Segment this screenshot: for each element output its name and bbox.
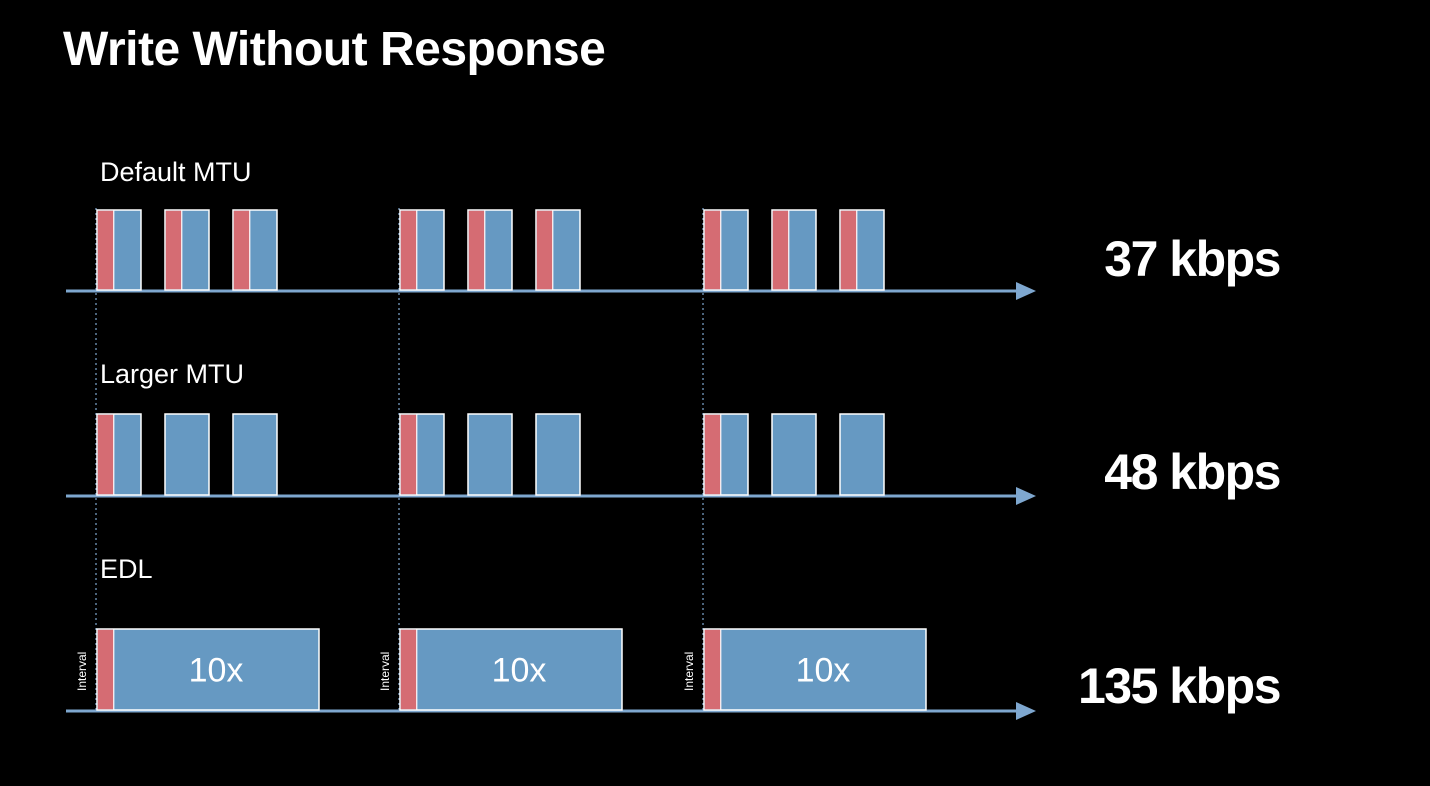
row-label-edl: EDL (100, 554, 153, 584)
rate-edl: 135 kbps (1077, 658, 1282, 714)
payload-segment (96, 628, 320, 711)
packet-multiplier-label: 10x (796, 652, 851, 690)
header-segment (400, 210, 417, 290)
header-segment (772, 210, 789, 290)
header-segment (468, 210, 485, 290)
header-segment (165, 210, 182, 290)
header-segment (704, 629, 721, 710)
rate-larger-mtu: 48 kbps (1104, 444, 1281, 500)
payload-segment (399, 628, 623, 711)
header-segment (400, 414, 417, 495)
interval-label: Interval (682, 652, 696, 691)
header-segment (704, 210, 721, 290)
header-segment (840, 210, 857, 290)
packet-multiplier-label: 10x (189, 652, 244, 690)
row-label-larger-mtu: Larger MTU (100, 359, 245, 389)
interval-label: Interval (378, 652, 392, 691)
packet-multiplier-label: 10x (492, 652, 547, 690)
rate-default-mtu: 37 kbps (1104, 231, 1281, 287)
payload-segment (232, 413, 278, 496)
payload-segment (467, 413, 513, 496)
header-segment (97, 210, 114, 290)
header-segment (536, 210, 553, 290)
payload-segment (703, 628, 927, 711)
timeline-arrowhead (1016, 702, 1036, 720)
row-label-default-mtu: Default MTU (100, 157, 252, 187)
header-segment (233, 210, 250, 290)
interval-label: Interval (75, 652, 89, 691)
timeline-arrowhead (1016, 282, 1036, 300)
header-segment (400, 629, 417, 710)
slide-title: Write Without Response (63, 23, 606, 76)
payload-segment (839, 413, 885, 496)
timeline-arrowhead (1016, 487, 1036, 505)
payload-segment (535, 413, 581, 496)
payload-segment (164, 413, 210, 496)
header-segment (97, 629, 114, 710)
header-segment (97, 414, 114, 495)
payload-segment (771, 413, 817, 496)
header-segment (704, 414, 721, 495)
